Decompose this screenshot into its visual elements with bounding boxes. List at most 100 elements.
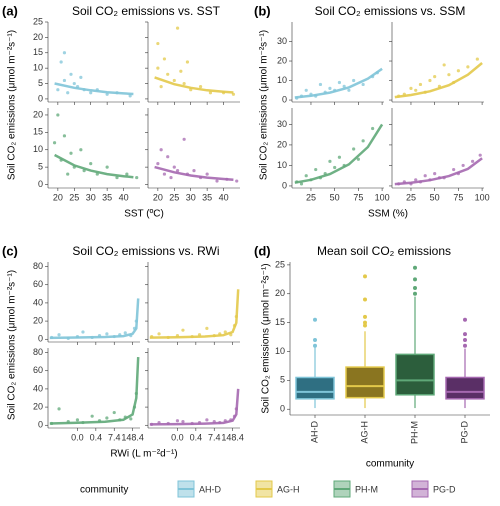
point xyxy=(162,57,167,61)
point xyxy=(166,155,170,159)
point xyxy=(192,169,196,173)
point xyxy=(156,41,160,46)
point xyxy=(125,172,129,176)
x-tick-label: 0.0 xyxy=(171,432,184,442)
point xyxy=(414,178,418,182)
y-tick-label: 15 xyxy=(33,47,43,57)
point xyxy=(433,75,437,79)
point xyxy=(179,69,183,73)
y-tick-label: 20 xyxy=(33,32,43,42)
x-tick-label: AG-H xyxy=(359,421,369,444)
point xyxy=(181,420,185,424)
outlier xyxy=(313,337,317,342)
y-tick-label: 0 xyxy=(280,404,285,414)
x-tick-label: 7.4 xyxy=(108,432,121,442)
legend-label: AH-D xyxy=(199,484,221,494)
point xyxy=(56,88,60,92)
point xyxy=(90,414,94,418)
point xyxy=(172,165,176,169)
point xyxy=(205,326,209,330)
point xyxy=(428,78,432,83)
point xyxy=(304,88,308,92)
x-tick-label: 25 xyxy=(406,192,416,202)
x-tick-label: 100 xyxy=(375,192,390,202)
x-tick-label: 25 xyxy=(306,192,316,202)
point xyxy=(442,63,446,67)
x-tick-label: 25 xyxy=(69,192,79,202)
y-tick-label: 60 xyxy=(33,279,43,289)
point xyxy=(89,91,93,95)
y-tick-label: 15 xyxy=(275,317,285,327)
x-axis-label: RWi (L m⁻²d⁻¹) xyxy=(110,449,177,460)
x-tick-label: 100 xyxy=(475,192,490,202)
x-tick-label: 30 xyxy=(86,192,96,202)
x-tick-label: 50 xyxy=(330,192,340,202)
point xyxy=(159,85,163,89)
x-tick-label: 20 xyxy=(153,192,163,202)
legend-label: PH-M xyxy=(355,484,378,494)
y-tick-label: 30 xyxy=(277,119,287,129)
point xyxy=(181,328,185,332)
point xyxy=(466,65,470,69)
x-tick-label: 75 xyxy=(453,192,463,202)
point xyxy=(79,148,83,152)
x-tick-label: 50 xyxy=(430,192,440,202)
outlier xyxy=(413,277,417,282)
x-tick-label: 148.4 xyxy=(121,432,144,442)
outlier xyxy=(463,343,467,348)
point xyxy=(423,174,427,178)
x-tick-label: 25 xyxy=(169,192,179,202)
point xyxy=(299,182,304,186)
panel-label: (d) xyxy=(254,243,271,258)
point xyxy=(66,172,70,176)
fit-line xyxy=(149,289,240,339)
point xyxy=(328,86,332,90)
panel-title: Soil CO₂ emissions vs. SSM xyxy=(315,4,466,18)
box xyxy=(295,376,335,400)
outlier xyxy=(363,323,367,328)
point xyxy=(478,153,482,157)
x-tick-label: 148.4 xyxy=(221,432,244,442)
point xyxy=(62,134,67,138)
point xyxy=(69,72,73,76)
x-axis-label: community xyxy=(366,459,414,470)
point xyxy=(347,88,351,92)
outlier xyxy=(463,332,467,337)
point xyxy=(182,81,186,86)
outlier xyxy=(313,343,317,348)
fit-line xyxy=(154,165,234,181)
legend-title: community xyxy=(80,485,128,496)
point xyxy=(185,60,190,64)
point xyxy=(471,159,475,163)
y-tick-label: 0 xyxy=(38,334,43,344)
point xyxy=(159,148,163,152)
point xyxy=(461,163,465,168)
x-tick-label: 7.4 xyxy=(208,432,221,442)
point xyxy=(352,78,356,83)
y-tick-label: 5 xyxy=(38,162,43,172)
point xyxy=(52,141,57,145)
outlier xyxy=(363,320,367,325)
y-tick-label: 0 xyxy=(282,180,287,190)
point xyxy=(361,82,365,87)
point xyxy=(129,417,133,421)
point xyxy=(198,85,203,89)
y-tick-label: 20 xyxy=(277,139,287,149)
box xyxy=(395,353,435,396)
panel-title: Soil CO₂ emissions vs. RWi xyxy=(72,244,219,258)
point xyxy=(452,167,456,172)
x-tick-label: 30 xyxy=(186,192,196,202)
point xyxy=(105,416,109,420)
box xyxy=(445,376,485,400)
x-tick-label: 40 xyxy=(219,192,229,202)
point xyxy=(182,137,186,141)
point xyxy=(62,51,67,55)
point xyxy=(172,78,176,83)
point xyxy=(105,165,109,169)
fit-line xyxy=(154,76,234,94)
point xyxy=(314,167,318,172)
x-axis-label: SSM (%) xyxy=(368,209,408,220)
fit-line xyxy=(54,82,134,96)
y-tick-label: 0 xyxy=(38,93,43,103)
x-tick-label: PH-M xyxy=(409,421,419,444)
